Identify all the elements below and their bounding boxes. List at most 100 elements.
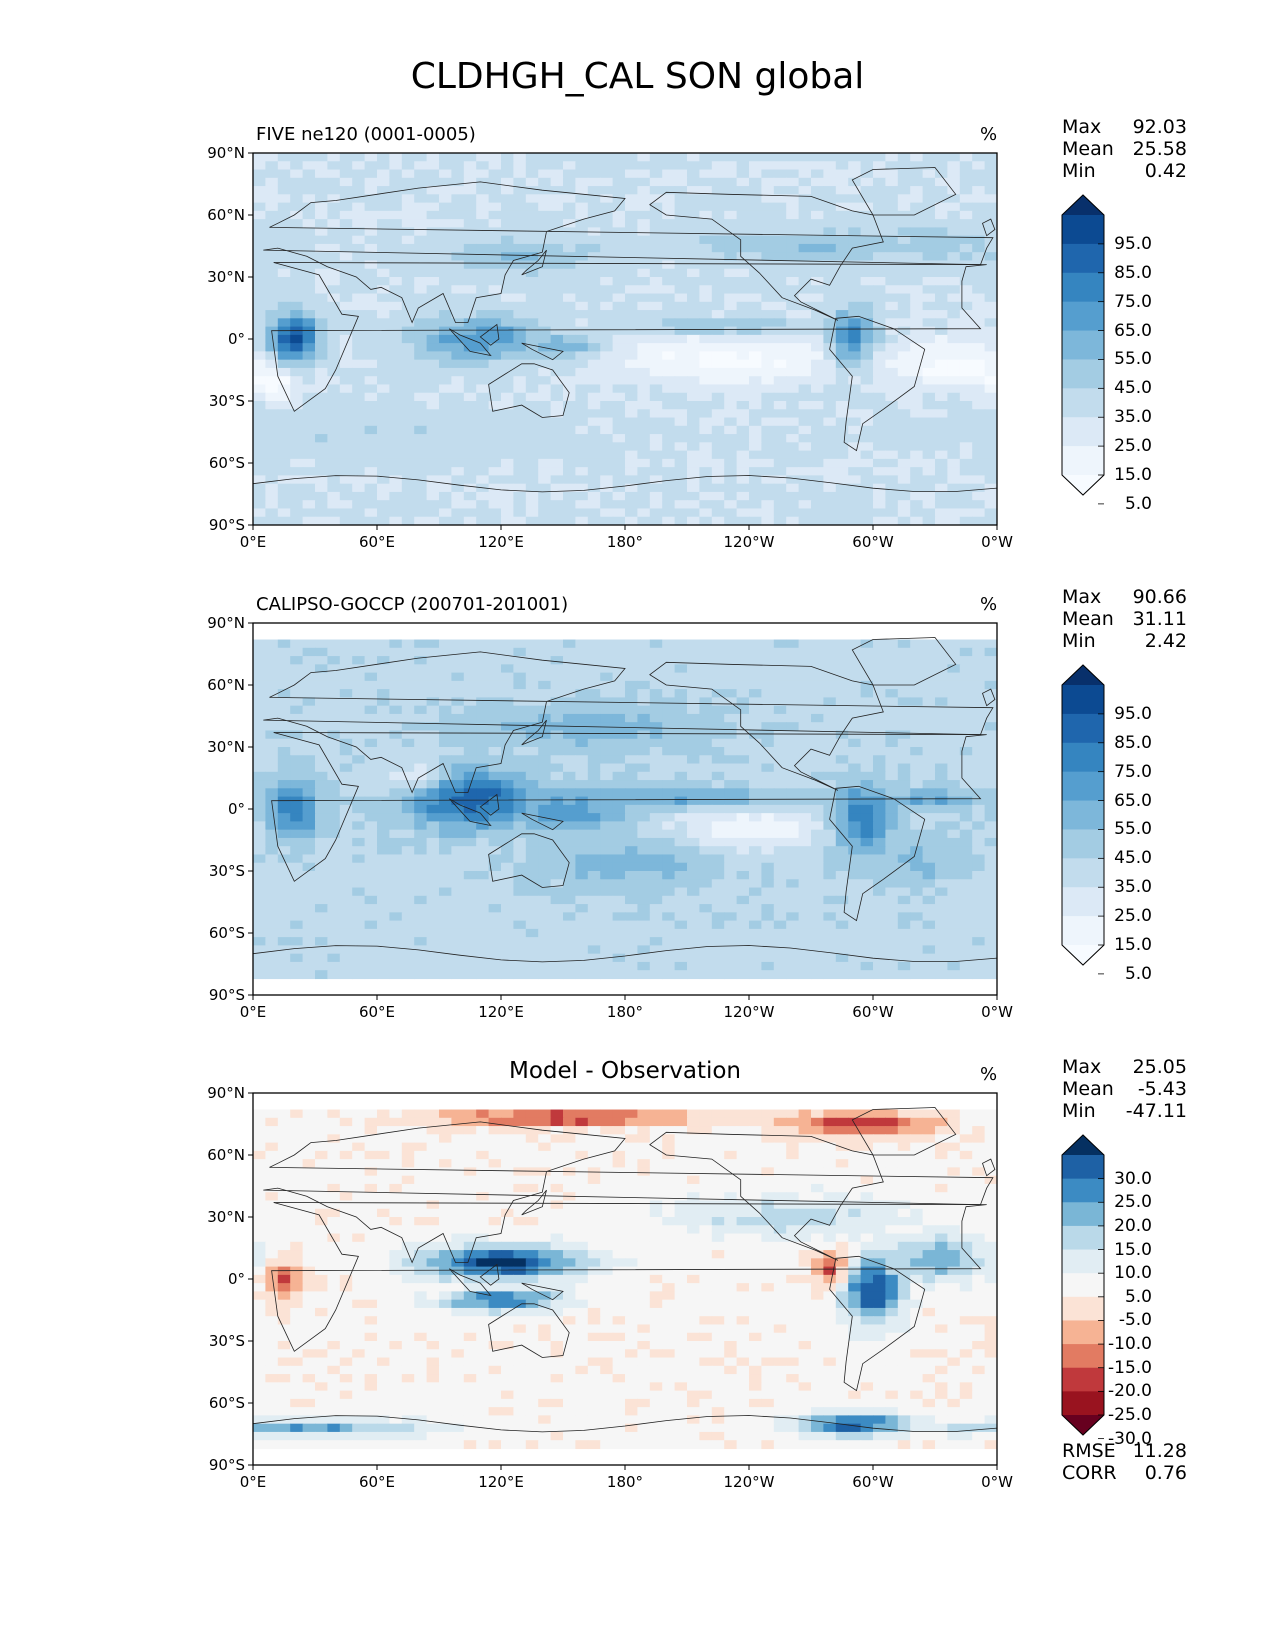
map-cell <box>451 442 465 452</box>
map-cell <box>426 277 440 286</box>
map-cell <box>352 194 366 204</box>
map-cell <box>302 334 316 344</box>
map-cell <box>488 871 502 880</box>
map-cell <box>389 483 403 493</box>
map-cell <box>959 243 973 253</box>
map-cell <box>389 722 403 732</box>
map-cell <box>935 788 948 798</box>
map-cell <box>811 647 824 657</box>
map-cell <box>786 326 800 336</box>
map-cell <box>674 169 688 179</box>
map-cell <box>860 227 874 237</box>
map-cell <box>277 656 291 665</box>
map-cell <box>736 442 750 452</box>
map-cell <box>910 713 924 723</box>
map-cell <box>538 508 552 518</box>
map-cell <box>947 887 961 897</box>
map-cell <box>811 376 824 386</box>
map-cell <box>736 780 750 789</box>
map-cell <box>860 210 874 220</box>
map-cell <box>674 813 688 822</box>
map-cell <box>922 210 936 220</box>
map-cell <box>935 730 948 740</box>
map-cell <box>749 401 762 410</box>
map-cell <box>277 689 291 698</box>
map-cell <box>364 895 378 905</box>
map-cell <box>910 508 924 518</box>
map-cell <box>761 434 775 443</box>
map-cell <box>922 804 936 814</box>
map-cell <box>959 871 973 880</box>
map-cell <box>674 804 688 814</box>
map-cell <box>724 235 738 245</box>
map-cell <box>699 871 713 880</box>
map-cell <box>587 639 601 649</box>
map-cell <box>352 153 366 162</box>
map-cell <box>798 837 812 847</box>
map-cell <box>637 475 651 485</box>
map-cell <box>910 293 924 303</box>
map-cell <box>823 326 837 336</box>
map-cell <box>984 243 997 253</box>
map-cell <box>587 367 601 377</box>
map-cell <box>352 953 366 963</box>
map-cell <box>587 392 601 402</box>
map-cell <box>972 738 986 748</box>
map-cell <box>786 301 800 311</box>
map-cell <box>401 376 415 386</box>
map-cell <box>798 153 812 162</box>
map-cell <box>972 384 986 394</box>
map-cell <box>823 177 837 187</box>
map-cell <box>439 755 452 765</box>
map-cell <box>984 813 997 822</box>
map-cell <box>439 483 452 493</box>
map-cell <box>587 829 601 839</box>
map-cell <box>501 713 514 723</box>
map-cell <box>885 788 899 798</box>
map-cell <box>575 235 589 245</box>
map-cell <box>253 343 266 352</box>
map-cell <box>476 664 490 674</box>
map-cell <box>364 854 378 864</box>
map-cell <box>773 219 787 228</box>
map-cell <box>910 837 924 847</box>
map-cell <box>550 689 564 698</box>
map-cell <box>315 351 328 361</box>
map-cell <box>935 194 948 204</box>
map-cell <box>749 318 762 328</box>
map-cell <box>290 458 304 468</box>
map-cell <box>959 656 973 665</box>
map-cell <box>662 458 676 468</box>
map-cell <box>265 318 279 328</box>
map-cell <box>984 928 997 938</box>
map-cell <box>625 475 638 485</box>
map-cell <box>935 186 948 195</box>
map-cell <box>662 738 676 748</box>
map-cell <box>513 219 527 228</box>
map-cell <box>736 367 750 377</box>
map-cell <box>587 771 601 781</box>
map-cell <box>451 680 465 690</box>
map-cell <box>563 846 576 856</box>
map-cell <box>315 475 328 485</box>
map-cell <box>761 301 775 311</box>
map-cell <box>798 343 812 352</box>
map-cell <box>550 301 564 311</box>
map-cell <box>984 763 997 773</box>
map-cell <box>302 846 316 856</box>
map-cell <box>488 879 502 889</box>
map-cell <box>426 310 440 319</box>
map-cell <box>625 639 638 649</box>
map-cell <box>501 491 514 501</box>
map-cell <box>265 376 279 386</box>
map-cell <box>687 871 700 880</box>
map-cell <box>798 194 812 204</box>
map-cell <box>835 928 849 938</box>
map-cell <box>674 417 688 427</box>
map-cell <box>947 755 961 765</box>
map-cell <box>699 796 713 806</box>
map-cell <box>984 738 997 748</box>
map-cell <box>637 219 651 228</box>
map-cell <box>885 434 899 443</box>
map-cell <box>637 508 651 518</box>
